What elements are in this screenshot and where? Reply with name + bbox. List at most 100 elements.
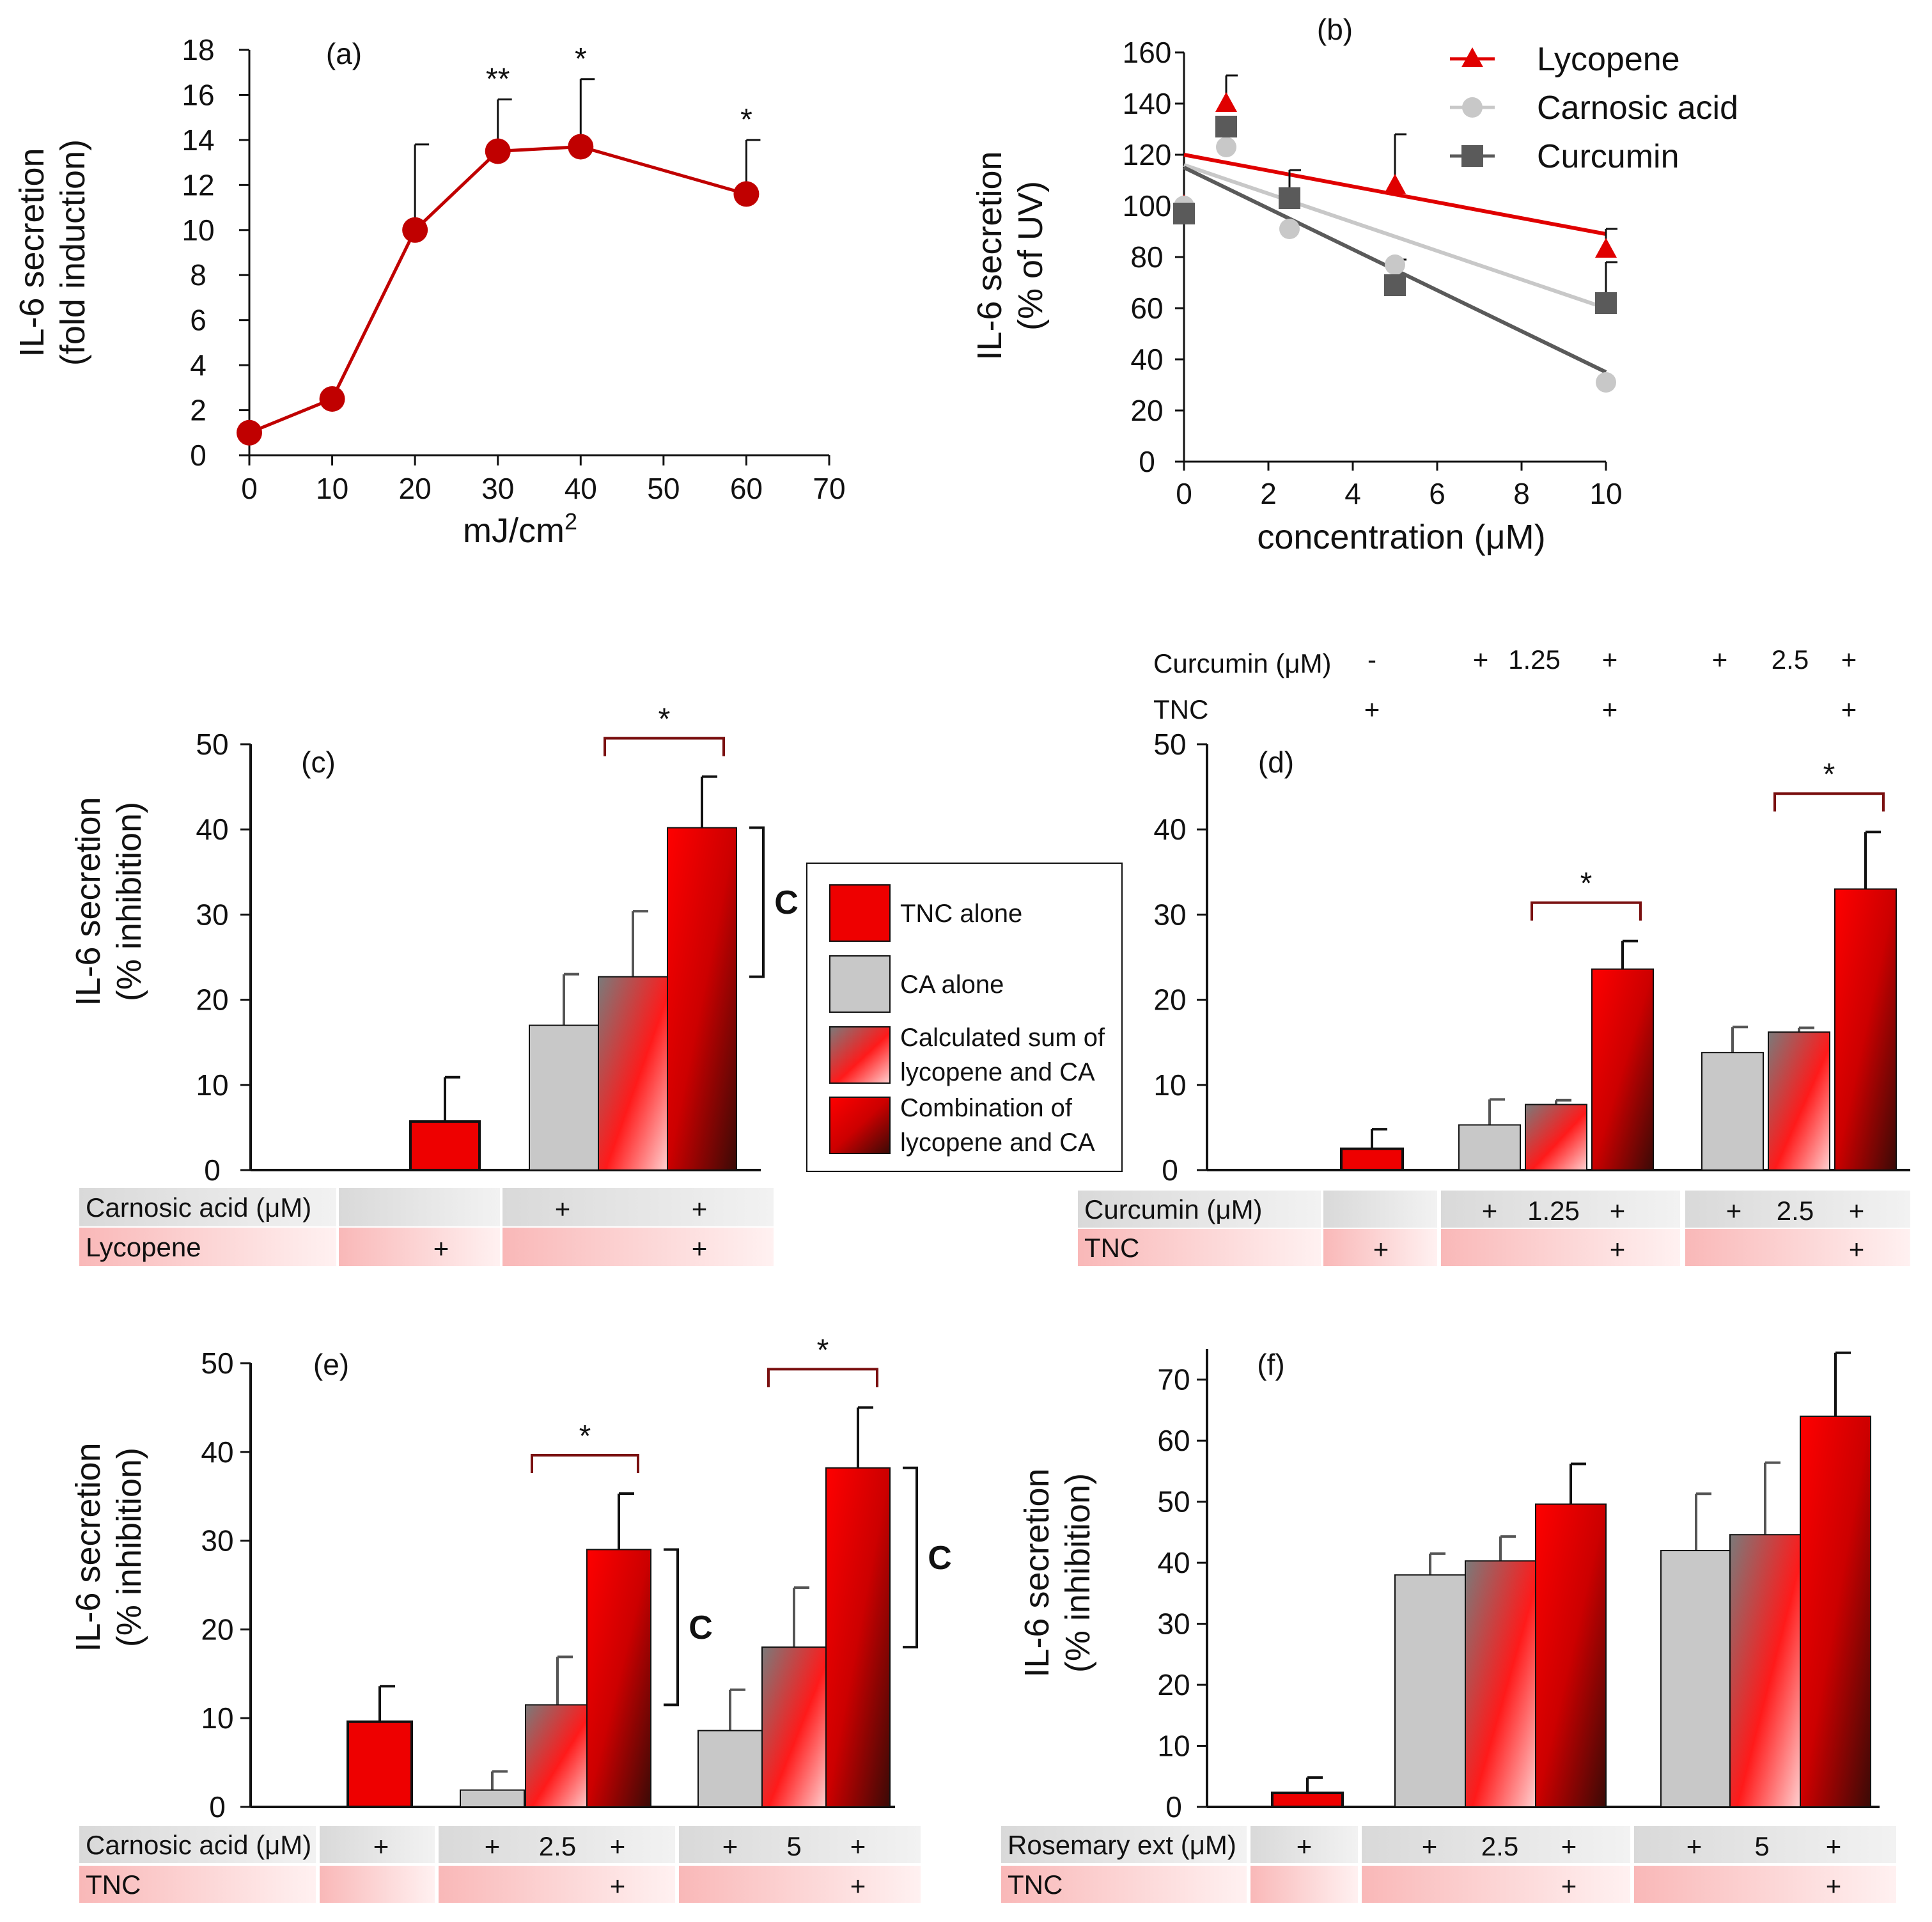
y-tick-label-d: 20 (1153, 983, 1186, 1017)
y-tick-label-a: 18 (182, 33, 214, 66)
y-tick-label-b: 140 (1123, 87, 1172, 120)
table-cell-value-f: + (1297, 1831, 1313, 1861)
table-cell-value-d: + (1610, 1234, 1626, 1264)
table-cell-value-f: + (1422, 1831, 1438, 1861)
table-cell-value-f: 5 (1754, 1831, 1769, 1861)
bar-ca-e (697, 1730, 763, 1808)
table-cell-value-f: + (1561, 1831, 1577, 1861)
table-label-cell-e (79, 1826, 316, 1863)
bar-combo-f (1535, 1503, 1607, 1808)
x-tick-label-a: 30 (481, 472, 514, 505)
y-tick-label-d: 10 (1153, 1068, 1186, 1102)
table-cell-value-d: + (1849, 1234, 1865, 1264)
header-cell-value-d: + (1712, 645, 1728, 675)
table-group-cell-f (1362, 1826, 1630, 1863)
table-cell-value-d: + (1610, 1196, 1626, 1226)
y-tick-label-b: 20 (1130, 394, 1163, 427)
legend-label-tnc: TNC alone (900, 900, 1022, 928)
legend-swatch-tnc (829, 884, 891, 942)
bar-ca-f (1394, 1574, 1466, 1808)
panel-b-scatter-chart: 0 20 40 60 80 100 120 140 160 0 2 4 6 8 10 concentratio… (970, 13, 1738, 556)
header-cell-value-d: - (1367, 645, 1376, 675)
bar-combo-d (1834, 888, 1897, 1171)
legend-label-sum-line1: Calculated sum of (900, 1024, 1105, 1052)
bar-tnc-c (409, 1120, 481, 1172)
data-point-triangle (1215, 92, 1237, 112)
y-tick-label-a: 12 (182, 168, 214, 201)
data-point-a (402, 217, 428, 243)
significance-label-a: ** (486, 62, 510, 96)
bar-combo-f (1800, 1416, 1871, 1808)
table-cell-value-d: + (1482, 1196, 1498, 1226)
table-label-cell-e (79, 1866, 316, 1903)
x-tick-label-b: 2 (1260, 477, 1277, 510)
significance-bracket-d (1531, 901, 1642, 921)
header-row2-value-d: + (1602, 694, 1618, 724)
bar-sum-c (598, 976, 668, 1171)
data-point-triangle (1595, 238, 1617, 258)
series-line-a (249, 145, 747, 435)
x-axis-title-b: concentration (μM) (1257, 518, 1545, 556)
significance-label-d: * (1580, 867, 1593, 901)
data-point-square (1215, 116, 1237, 137)
bar-sum-f (1729, 1534, 1801, 1808)
bar-sum-e (525, 1704, 590, 1808)
bar-combo-e (825, 1467, 891, 1808)
x-tick-label-a: 10 (316, 472, 348, 505)
data-point-circle (1216, 137, 1236, 157)
y-tick-label-d: 50 (1153, 728, 1186, 761)
header-row2-label-d: TNC (1153, 694, 1208, 724)
table-cell-value-d: 2.5 (1777, 1196, 1814, 1226)
y-tick-label-c: 50 (196, 728, 228, 761)
header-row-label-d: Curcumin (μM) (1153, 648, 1332, 678)
x-tick-label-b: 8 (1513, 477, 1530, 510)
y-tick-label-e: 0 (209, 1790, 226, 1824)
legend-swatch-combo (829, 1097, 891, 1154)
table-label-cell-c (79, 1188, 336, 1226)
significance-bracket-e (531, 1454, 639, 1474)
legend-label-sum-line2: lycopene and CA (900, 1058, 1095, 1086)
legend-label-combo-line1: Combination of (900, 1094, 1073, 1122)
table-row-label-f: TNC (1008, 1870, 1063, 1900)
bar-ca-d (1458, 1124, 1521, 1171)
x-tick-label-a: 20 (399, 472, 432, 505)
table-group-cell-c (339, 1228, 500, 1266)
bar-sum-d (1768, 1031, 1830, 1171)
table-row-label-d: Curcumin (μM) (1084, 1194, 1263, 1224)
table-cell-value-e: + (373, 1831, 389, 1861)
y-tick-label-f: 30 (1157, 1607, 1190, 1641)
y-tick-label-a: 14 (182, 123, 214, 157)
table-cell-value-e: + (610, 1831, 626, 1861)
table-row-label-f: Rosemary ext (μM) (1008, 1830, 1236, 1860)
bar-sum-f (1465, 1560, 1536, 1808)
panel-label-c: (c) (301, 746, 336, 779)
y-tick-label-a: 4 (190, 348, 206, 382)
difference-label-c: C (774, 884, 799, 921)
table-label-cell-f (1001, 1866, 1247, 1903)
y-axis-title-line2-a: (fold induction) (54, 139, 92, 366)
panel-label-f: (f) (1257, 1348, 1284, 1381)
x-tick-label-a: 0 (241, 472, 258, 505)
y-tick-label-d: 40 (1153, 813, 1186, 846)
y-axis-title-line1-e: IL-6 secretion (69, 1442, 107, 1652)
table-label-cell-f (1001, 1826, 1247, 1863)
y-tick-label-f: 10 (1157, 1730, 1190, 1763)
panel-label-a: (a) (326, 37, 362, 70)
difference-bracket-c (749, 826, 765, 978)
panel-c-bar-chart: 0 10 20 30 40 50 IL-6 secretion (% inhibition) (… (69, 703, 799, 1266)
y-tick-label-f: 70 (1157, 1363, 1190, 1396)
table-cell-value-e: + (722, 1831, 738, 1861)
table-row-label-d: TNC (1084, 1233, 1139, 1263)
y-tick-label-f: 20 (1157, 1668, 1190, 1701)
header-row2-value-d: + (1841, 694, 1857, 724)
header-cell-value-d: + (1473, 645, 1489, 675)
data-point-a (733, 181, 760, 207)
y-tick-label-f: 50 (1157, 1485, 1190, 1519)
bar-combo-d (1591, 968, 1654, 1171)
table-group-cell-c (502, 1188, 774, 1226)
table-group-cell-d (1441, 1191, 1680, 1228)
y-tick-label-b: 80 (1130, 240, 1163, 274)
table-group-cell-d (1685, 1191, 1910, 1228)
x-tick-label-b: 6 (1429, 477, 1445, 510)
data-point-triangle (1384, 174, 1406, 194)
